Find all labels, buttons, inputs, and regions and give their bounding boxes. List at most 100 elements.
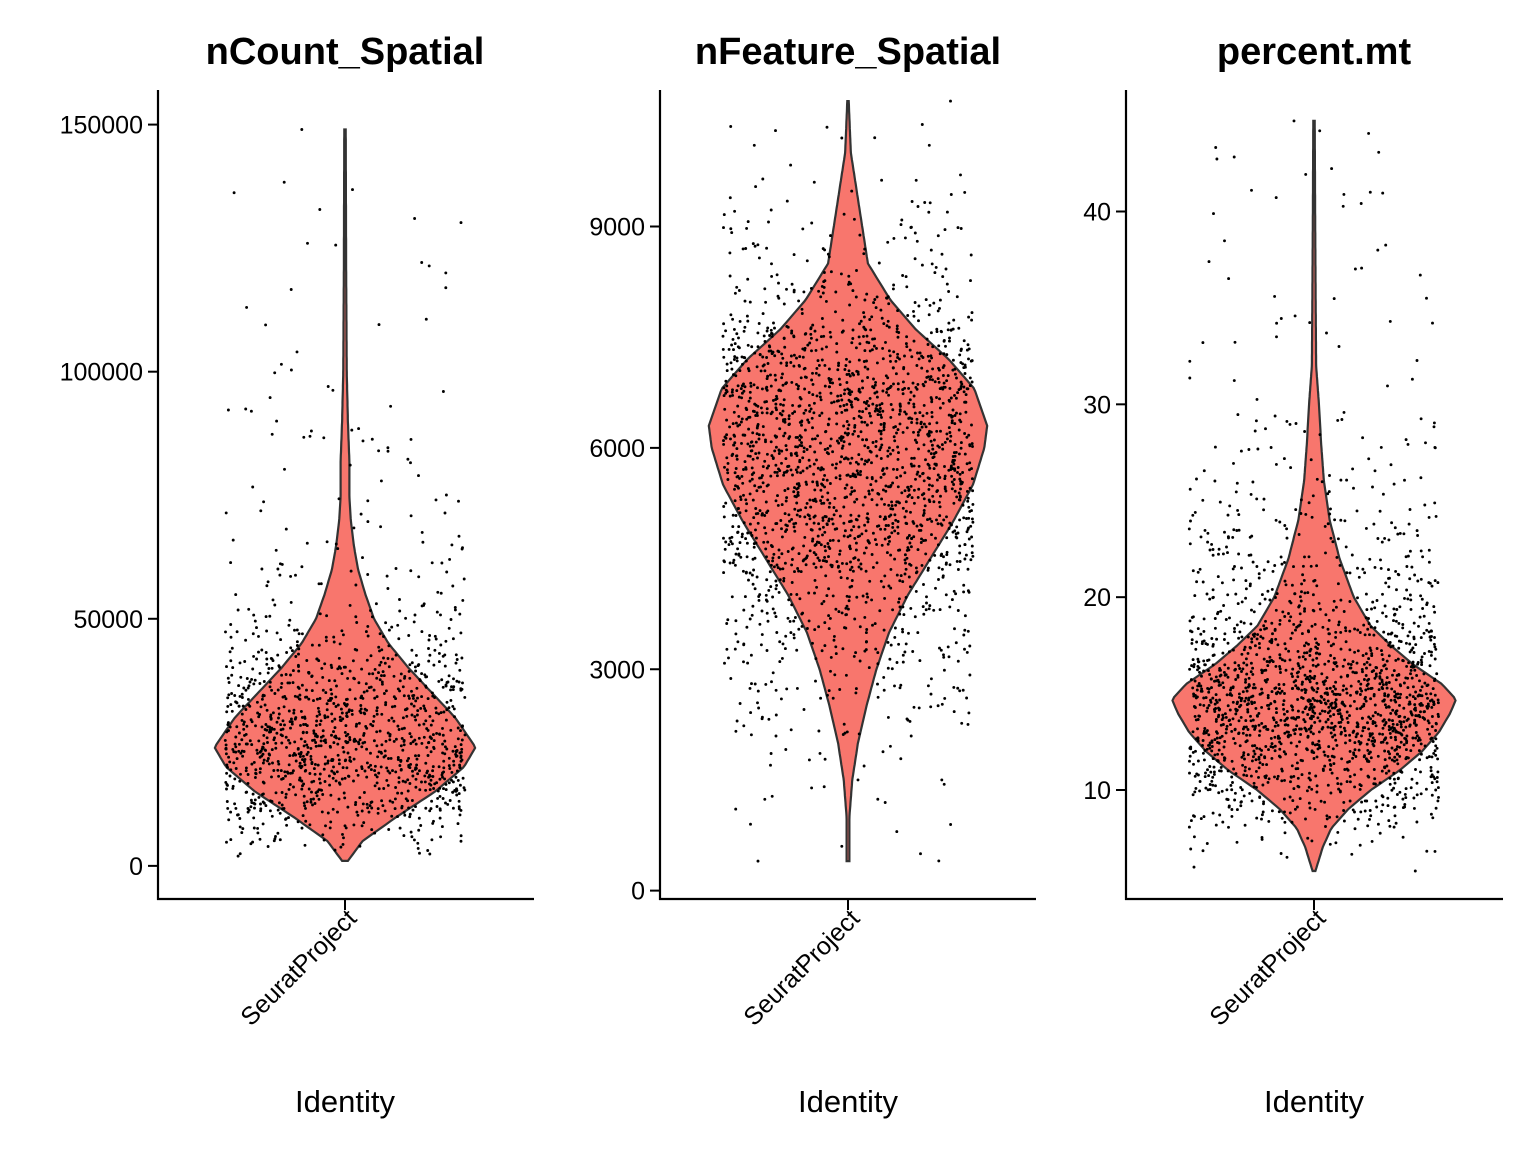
data-point xyxy=(1202,696,1206,700)
data-point xyxy=(785,528,789,532)
data-point xyxy=(887,349,891,353)
data-point xyxy=(728,251,732,255)
data-point xyxy=(363,740,367,744)
data-point xyxy=(1348,739,1352,742)
data-point xyxy=(801,469,805,473)
data-point xyxy=(432,745,436,749)
data-point xyxy=(227,729,230,733)
data-point xyxy=(1367,131,1371,135)
data-point xyxy=(303,763,307,767)
data-point xyxy=(738,511,742,515)
data-point xyxy=(352,739,356,743)
data-point xyxy=(765,246,769,250)
data-point xyxy=(366,573,370,576)
data-point xyxy=(843,486,847,490)
data-point xyxy=(907,488,911,492)
data-point xyxy=(1433,677,1437,681)
data-point xyxy=(734,552,738,556)
data-point xyxy=(751,582,755,586)
data-point xyxy=(305,743,309,747)
data-point xyxy=(1369,625,1373,629)
data-point xyxy=(1358,693,1362,696)
data-point xyxy=(725,418,729,422)
data-point xyxy=(775,474,779,478)
data-point xyxy=(272,769,276,772)
data-point xyxy=(1321,625,1325,629)
data-point xyxy=(1212,772,1216,776)
data-point xyxy=(406,778,410,782)
data-point xyxy=(879,413,883,417)
data-point xyxy=(1372,744,1376,748)
data-point xyxy=(777,590,781,594)
data-point xyxy=(451,780,455,784)
data-point xyxy=(228,760,232,764)
data-point xyxy=(971,520,975,524)
data-point xyxy=(1290,705,1294,709)
data-point xyxy=(943,440,947,444)
data-point xyxy=(1433,749,1437,753)
data-point xyxy=(418,769,421,773)
data-point xyxy=(378,632,382,636)
data-point xyxy=(831,463,834,467)
data-point xyxy=(1335,555,1339,559)
data-point xyxy=(726,618,730,622)
data-point xyxy=(1255,746,1259,750)
data-point xyxy=(262,781,266,785)
data-point xyxy=(1267,819,1271,823)
data-point xyxy=(1316,716,1320,720)
data-point xyxy=(737,525,741,529)
data-point xyxy=(343,796,347,800)
data-point xyxy=(1381,592,1384,596)
data-point xyxy=(314,744,318,748)
data-point xyxy=(376,807,380,811)
data-point xyxy=(885,551,889,555)
data-point xyxy=(459,631,463,635)
data-point xyxy=(1435,746,1439,750)
data-point xyxy=(419,706,423,710)
data-point xyxy=(1349,663,1353,666)
data-point xyxy=(801,611,805,615)
data-point xyxy=(748,444,752,448)
data-point xyxy=(879,308,883,312)
data-point xyxy=(417,723,421,727)
data-point xyxy=(303,757,307,761)
data-point xyxy=(1346,721,1350,724)
data-point xyxy=(752,471,756,475)
data-point xyxy=(1274,462,1278,466)
data-point xyxy=(784,499,788,503)
data-point xyxy=(1213,445,1217,449)
data-point xyxy=(1321,769,1325,772)
data-point xyxy=(348,755,352,759)
data-point xyxy=(1201,640,1204,644)
data-point xyxy=(914,589,918,593)
data-point xyxy=(824,515,828,519)
data-point xyxy=(733,441,737,445)
data-point xyxy=(244,769,248,773)
data-point xyxy=(1274,637,1278,641)
data-point xyxy=(324,824,327,828)
data-point xyxy=(823,644,827,648)
data-point xyxy=(803,557,807,561)
data-point xyxy=(834,645,838,649)
data-point xyxy=(363,712,367,716)
data-point xyxy=(355,810,359,814)
data-point xyxy=(927,313,931,317)
data-point xyxy=(738,423,742,427)
data-point xyxy=(755,432,759,436)
data-point xyxy=(329,663,333,667)
data-point xyxy=(1368,734,1372,738)
data-point xyxy=(734,484,737,488)
data-point xyxy=(865,334,869,338)
data-point xyxy=(853,617,857,621)
data-point xyxy=(284,795,288,799)
data-point xyxy=(1196,627,1200,631)
data-point xyxy=(432,787,436,790)
data-point xyxy=(1234,712,1238,716)
data-point xyxy=(937,566,941,570)
data-point xyxy=(739,387,743,391)
data-point xyxy=(331,776,335,780)
data-point xyxy=(807,591,811,595)
data-point xyxy=(1341,688,1345,692)
data-point xyxy=(1243,757,1246,761)
data-point xyxy=(263,728,267,731)
